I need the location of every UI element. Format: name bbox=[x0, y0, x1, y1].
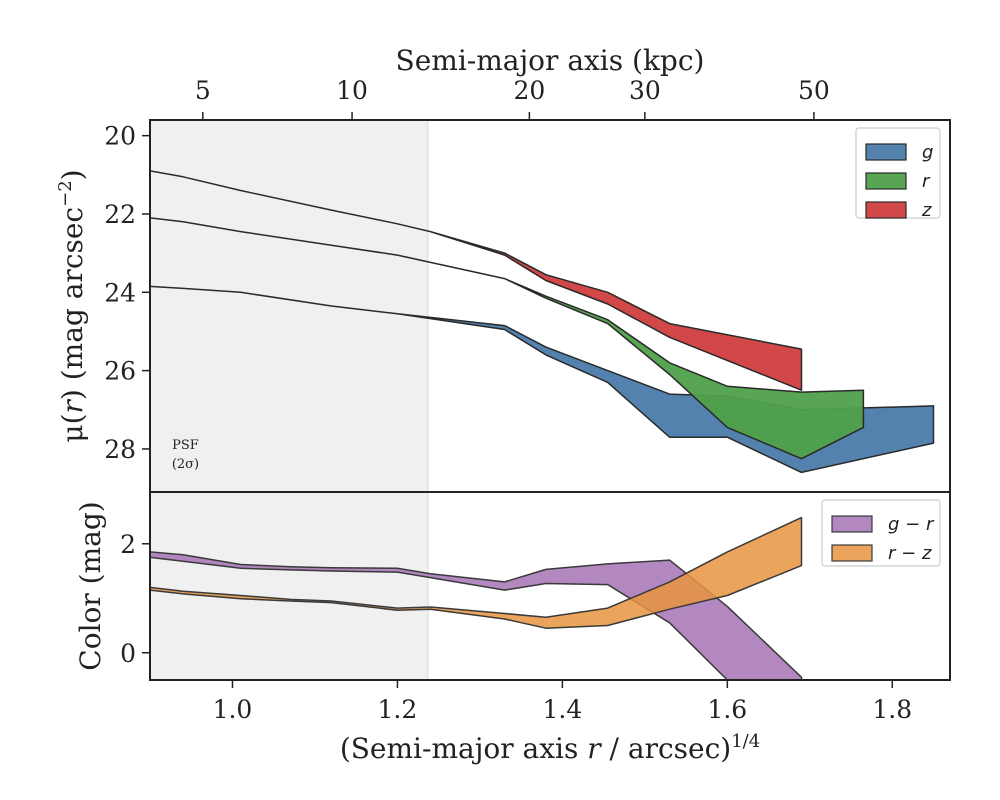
xlabel-variable: r bbox=[587, 732, 602, 765]
band-rz bbox=[150, 516, 803, 629]
psf-shaded-region-color bbox=[150, 492, 428, 680]
legend-swatch bbox=[865, 172, 907, 190]
x-axis-ticks: 1.0 1.2 1.4 1.6 1.8 bbox=[213, 680, 912, 724]
color-y-axis-title: Color (mag) bbox=[74, 501, 107, 670]
surface-brightness-y-axis-title: μ(r) (mag arcsec−2) bbox=[55, 169, 89, 442]
legend-var: r bbox=[888, 543, 897, 564]
legend-swatch bbox=[831, 544, 873, 562]
legend-swatch bbox=[865, 201, 907, 219]
surface-brightness-bands bbox=[150, 170, 935, 474]
legend-var: r bbox=[926, 514, 935, 535]
color-y-ticks: 02 bbox=[120, 530, 150, 668]
xlabel-units: / arcsec) bbox=[601, 732, 732, 765]
legend-label: z bbox=[921, 200, 932, 221]
kpc-tick-label: 50 bbox=[798, 76, 830, 105]
band-gr bbox=[150, 551, 803, 680]
x-tick-label: 1.2 bbox=[378, 695, 418, 724]
legend-var: g bbox=[888, 514, 899, 535]
legend-label: g bbox=[922, 142, 933, 163]
legend-swatch bbox=[865, 143, 907, 161]
psf-shaded-region bbox=[150, 120, 428, 492]
legend-entry: r − z bbox=[831, 543, 932, 564]
y-tick-label: 26 bbox=[104, 357, 136, 386]
x-tick-label: 1.6 bbox=[707, 695, 747, 724]
legend-label: g − r bbox=[888, 514, 935, 535]
color-y-tick-label: 2 bbox=[120, 530, 136, 559]
kpc-tick-label: 20 bbox=[513, 76, 545, 105]
y-tick-label: 20 bbox=[104, 122, 136, 151]
y-tick-label: 24 bbox=[104, 278, 136, 307]
legend-label: r − z bbox=[888, 543, 932, 564]
kpc-axis-title: Semi-major axis (kpc) bbox=[396, 44, 705, 77]
legend-entry: g − r bbox=[831, 514, 935, 535]
ylabel-variable: r bbox=[56, 398, 89, 413]
color-frame bbox=[149, 491, 951, 681]
x-tick-label: 1.4 bbox=[542, 695, 582, 724]
legend-label: r bbox=[922, 171, 931, 192]
legend-entry: z bbox=[865, 200, 932, 221]
legend-entry: g bbox=[865, 142, 933, 163]
legend-minus: − bbox=[899, 514, 926, 535]
psf-sigma-label: (2σ) bbox=[172, 457, 199, 472]
band-z bbox=[150, 170, 803, 391]
legend-swatch bbox=[831, 515, 873, 533]
xlabel-superscript: 1/4 bbox=[731, 731, 760, 752]
color-legend: g − rr − z bbox=[821, 499, 941, 567]
x-axis-title: (Semi-major axis r / arcsec)1/4 bbox=[340, 731, 760, 765]
x-tick-label: 1.0 bbox=[213, 695, 253, 724]
kpc-tick-label: 30 bbox=[629, 76, 661, 105]
xlabel-prefix: (Semi-major axis bbox=[340, 732, 587, 765]
ylabel-end: ) bbox=[56, 169, 89, 180]
surface-brightness-y-ticks: 20 22 24 26 28 bbox=[104, 122, 150, 464]
color-bands bbox=[150, 516, 803, 680]
legend-minus: − bbox=[895, 543, 922, 564]
kpc-tick-label: 10 bbox=[336, 76, 368, 105]
ylabel-superscript: −2 bbox=[55, 180, 76, 207]
kpc-axis-ticks: 5 10 20 30 50 bbox=[195, 76, 830, 120]
legend-var: z bbox=[921, 543, 932, 564]
kpc-tick-label: 5 bbox=[195, 76, 211, 105]
band-r bbox=[150, 217, 865, 460]
ylabel-prefix: μ( bbox=[56, 413, 89, 442]
psf-label: PSF bbox=[172, 438, 199, 453]
surface-brightness-legend: grz bbox=[855, 127, 941, 221]
y-tick-label: 22 bbox=[104, 200, 136, 229]
y-tick-label: 28 bbox=[104, 435, 136, 464]
legend-entry: r bbox=[865, 171, 931, 192]
x-tick-label: 1.8 bbox=[872, 695, 912, 724]
color-y-tick-label: 0 bbox=[120, 639, 136, 668]
ylabel-units: ) (mag arcsec bbox=[56, 207, 89, 400]
color-panel: g − rr − z 02 1.0 1.2 1.4 1.6 1.8 Color (mag… bbox=[74, 491, 951, 765]
